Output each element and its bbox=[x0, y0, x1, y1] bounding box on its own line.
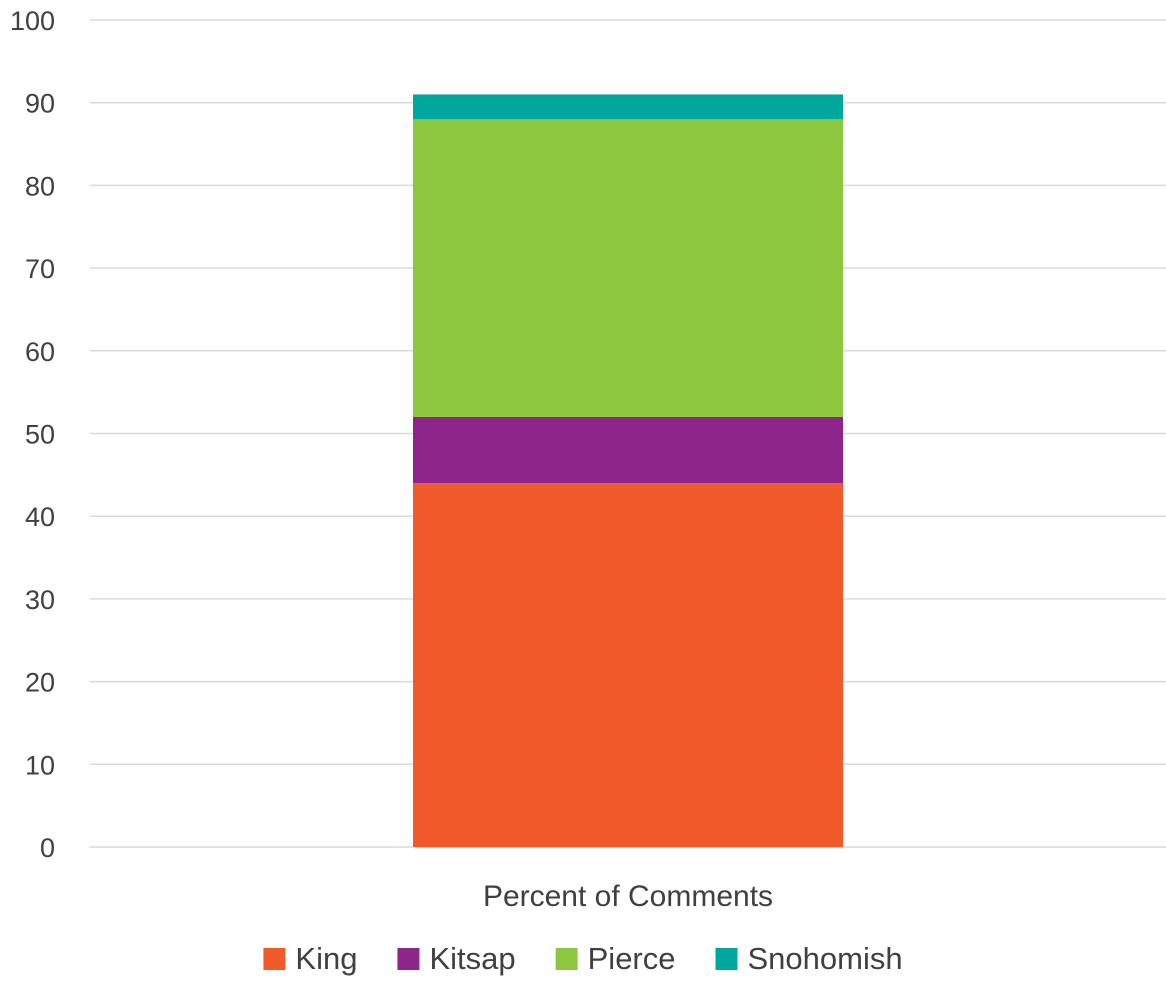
y-tick-label: 100 bbox=[10, 6, 55, 36]
bar-segment-snohomish bbox=[413, 94, 843, 120]
legend-label-kitsap: Kitsap bbox=[429, 941, 515, 976]
y-tick-label: 50 bbox=[25, 420, 55, 450]
y-axis-tick-labels: 0 10 20 30 40 50 60 70 80 90 100 bbox=[10, 6, 55, 863]
y-tick-label: 60 bbox=[25, 337, 55, 367]
legend-swatch-snohomish bbox=[715, 948, 738, 970]
x-category-label: Percent of Comments bbox=[483, 880, 773, 913]
x-axis-category-labels: Percent of Comments bbox=[483, 880, 773, 913]
bar-segments bbox=[413, 94, 843, 847]
y-tick-label: 20 bbox=[25, 668, 55, 698]
y-tick-label: 0 bbox=[40, 833, 55, 863]
legend-swatch-kitsap bbox=[397, 948, 420, 970]
legend: King Kitsap Pierce Snohomish bbox=[263, 941, 903, 976]
legend-label-snohomish: Snohomish bbox=[748, 941, 903, 976]
legend-swatch-pierce bbox=[555, 948, 578, 970]
y-tick-label: 30 bbox=[25, 585, 55, 615]
legend-label-king: King bbox=[295, 941, 357, 976]
y-tick-label: 40 bbox=[25, 502, 55, 532]
bar-segment-kitsap bbox=[413, 416, 843, 484]
y-tick-label: 80 bbox=[25, 171, 55, 201]
legend-swatch-king bbox=[263, 948, 286, 970]
y-tick-label: 70 bbox=[25, 254, 55, 284]
y-tick-label: 10 bbox=[25, 750, 55, 780]
legend-label-pierce: Pierce bbox=[588, 941, 676, 976]
bar-segment-pierce bbox=[413, 119, 843, 417]
y-tick-label: 90 bbox=[25, 89, 55, 119]
bar-segment-king bbox=[413, 483, 843, 847]
